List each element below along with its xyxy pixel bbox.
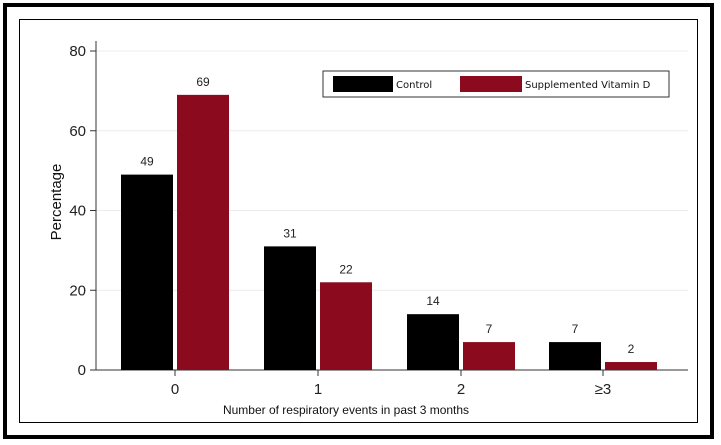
data-label: 7 (486, 322, 493, 336)
bar-control (549, 342, 601, 370)
bar-vitamin-d (463, 342, 515, 370)
data-label: 69 (196, 75, 210, 89)
x-tick-label: 0 (171, 381, 179, 398)
data-label: 31 (283, 226, 297, 240)
y-tick-label: 80 (69, 43, 86, 60)
y-tick-label: 0 (78, 362, 86, 379)
bar-control (407, 314, 459, 370)
bar-control (264, 246, 316, 370)
data-label: 22 (339, 262, 353, 276)
x-tick-label: 1 (314, 381, 322, 398)
legend-label: Supplemented Vitamin D (525, 80, 651, 91)
data-labels: 49 69 31 22 14 7 7 2 (140, 75, 634, 356)
x-axis-title: Number of respiratory events in past 3 m… (223, 403, 469, 417)
bar-control (121, 174, 173, 370)
data-label: 49 (140, 155, 154, 169)
bars (121, 94, 657, 371)
bar-vitamin-d (177, 94, 229, 371)
x-tick-label: 2 (457, 381, 465, 398)
legend-swatch (333, 76, 393, 92)
y-tick-label: 20 (69, 282, 86, 299)
legend-swatch (460, 76, 522, 92)
data-label: 14 (426, 294, 440, 308)
bar-vitamin-d (605, 362, 657, 370)
legend: Control Supplemented Vitamin D (322, 70, 670, 98)
bar-vitamin-d (320, 282, 372, 370)
legend-label: Control (396, 80, 432, 91)
y-axis: 0 20 40 60 80 (69, 41, 97, 379)
y-tick-label: 60 (69, 123, 86, 140)
x-tick-label: ≥3 (595, 381, 612, 398)
data-label: 2 (628, 342, 635, 356)
y-axis-title: Percentage (48, 164, 65, 241)
data-label: 7 (572, 322, 579, 336)
y-tick-label: 40 (69, 203, 86, 220)
x-axis: 0 1 2 ≥3 (96, 369, 688, 398)
